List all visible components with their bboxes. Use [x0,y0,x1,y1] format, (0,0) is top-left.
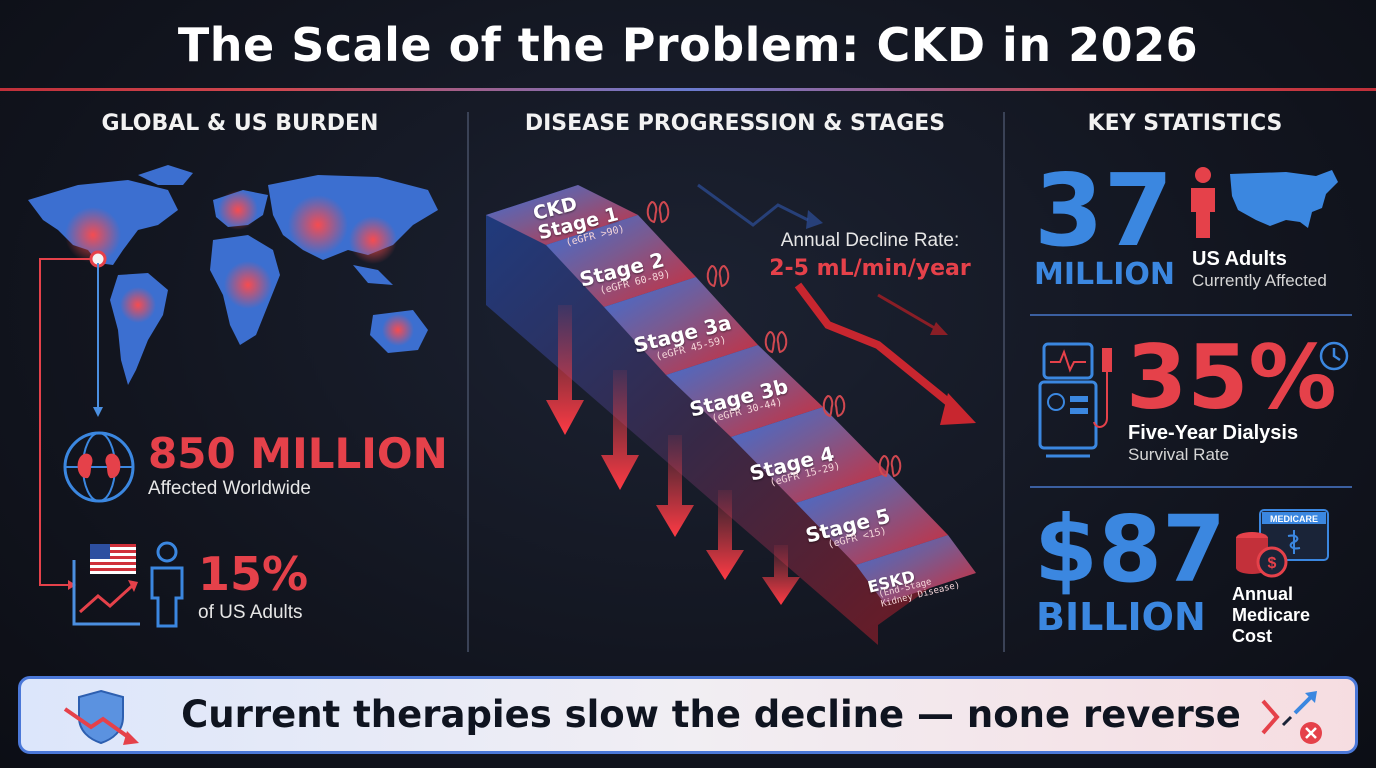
cost-unit: BILLION [1036,595,1206,639]
us-flag-icon [90,544,136,574]
worldwide-value: 850 MILLION [148,429,448,478]
broken-arrow-icon [1261,691,1322,744]
column-divider-right [1003,112,1005,652]
decline-rate-value: 2-5 mL/min/year [769,256,971,281]
section-heading-statistics: KEY STATISTICS [1087,111,1283,136]
dialysis-machine-icon [1038,342,1112,458]
us-percent-label: of US Adults [198,602,303,623]
banner-text: Current therapies slow the decline — non… [181,693,1241,768]
svg-text:$: $ [1268,555,1277,572]
cost-label-1: Annual [1232,584,1293,604]
us-adults-label: US Adults [1192,248,1287,270]
us-adults-unit: MILLION [1034,257,1176,292]
progression-staircase [486,183,976,645]
dialysis-value: 35% [1126,326,1337,429]
title-rule [0,88,1376,91]
us-percent-value: 15% [198,547,309,601]
conclusion-banner: Current therapies slow the decline — non… [18,676,1358,768]
kidney-icon [706,264,730,288]
medicare-card-icon: MEDICARE $ [1236,509,1329,578]
cost-value: $87 [1034,496,1227,603]
kidney-icon [822,394,846,418]
globe-kidney-icon [63,431,135,503]
decline-rate-title: Annual Decline Rate: [780,230,960,251]
dialysis-sub: Survival Rate [1128,445,1230,464]
shield-arrow-icon [63,689,139,745]
kidney-icon [646,200,670,224]
us-adults-value: 37 [1034,152,1174,269]
cost-label-2: Medicare [1232,605,1311,625]
worldwide-label: Affected Worldwide [148,478,311,499]
trend-chart-icon [72,560,140,626]
column-divider-left [467,112,469,652]
kidney-icon [764,330,788,354]
cost-label-3: Cost [1232,626,1272,646]
us-adults-sub: Currently Affected [1192,271,1327,290]
connector-arrows [39,258,103,590]
dialysis-label: Five-Year Dialysis [1128,422,1299,444]
stat-separator [1030,314,1352,316]
kidney-icon [878,454,902,478]
world-map-icon [28,165,438,385]
person-icon [1191,167,1215,238]
us-map-icon [1230,170,1338,228]
page-title: The Scale of the Problem: CKD in 2026 [177,18,1199,72]
section-heading-progression: DISEASE PROGRESSION & STAGES [524,111,946,136]
person-icon [150,541,184,628]
medicare-tag: MEDICARE [1270,514,1318,524]
section-heading-burden: GLOBAL & US BURDEN [101,111,379,136]
stat-separator [1030,486,1352,488]
clock-icon [1319,341,1349,371]
